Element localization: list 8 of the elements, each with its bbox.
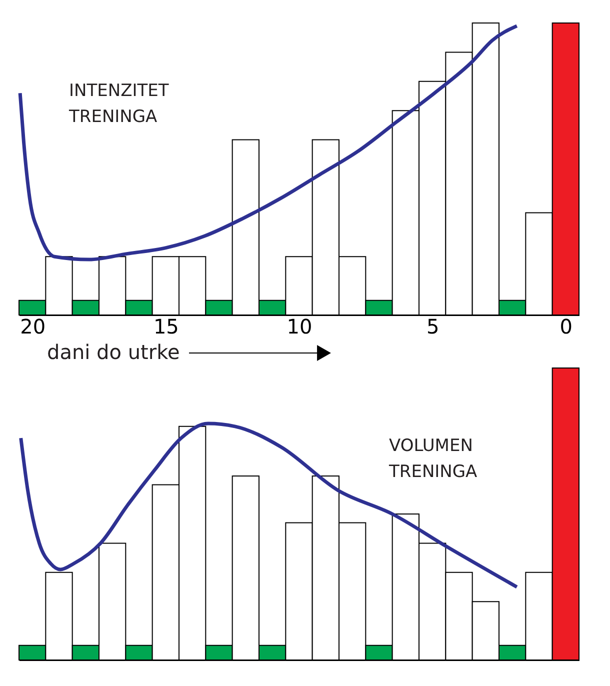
x-tick-label: 5 — [426, 314, 440, 338]
x-tick-label: 15 — [153, 314, 179, 338]
annotation: INTENZITET TRENINGA — [68, 81, 170, 127]
x-axis-title: dani do utrke — [47, 340, 180, 364]
x-tick-label: 20 — [20, 314, 46, 338]
x-tick-label: 10 — [286, 314, 312, 338]
x-tick-label: 0 — [560, 314, 573, 338]
annotation: VOLUMEN TRENINGA — [388, 436, 478, 482]
